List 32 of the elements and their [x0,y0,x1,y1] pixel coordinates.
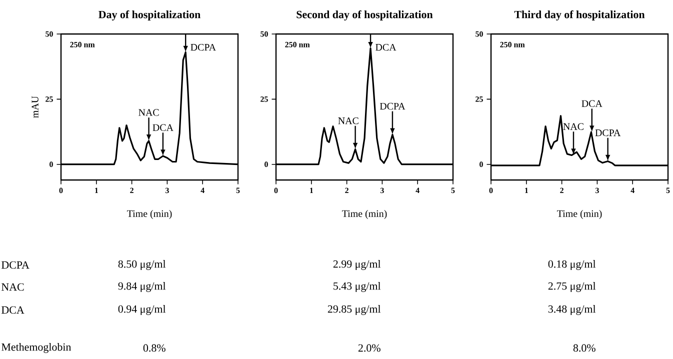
text: 0.8% [143,344,166,352]
chart-title: Second day of hospitalization [296,10,433,20]
annotation: DCA [152,124,174,131]
annotation: DCPA [190,44,216,51]
text: Methemoglobin [2,343,72,353]
annotation: DCPA [595,129,621,136]
chart-title: Third day of hospitalization [514,10,645,20]
annotation: DCPA [380,102,406,110]
text: 2.0% [358,344,380,352]
text: 8.0% [573,344,596,352]
annotation: DCA [376,44,396,51]
text: DCA [2,306,24,314]
x-axis-title: Time (min) [557,210,602,220]
text: 2.75 μg/ml [548,282,596,292]
text: 8.50 μg/ml [118,260,166,270]
annotation: DCA [582,100,602,107]
text: 29.85 μg/ml [328,305,381,315]
text: 2.99 μg/ml [333,260,381,270]
text: DCPA [2,261,30,269]
text: 0.94 μg/ml [118,305,166,315]
chart-title: Day of hospitalization [98,10,200,20]
text: NAC [2,283,24,291]
text: 3.48 μg/ml [548,305,596,315]
text: 9.84 μg/ml [118,282,166,292]
annotation: NAC [138,109,159,116]
x-axis-title: Time (min) [127,210,172,220]
y-axis-title: mAU [32,96,38,118]
text: 0.18 μg/ml [548,260,596,270]
text: 5.43 μg/ml [334,282,381,292]
annotation: NAC [338,117,358,124]
annotation: NAC [563,123,584,130]
x-axis-title: Time (min) [342,210,387,220]
